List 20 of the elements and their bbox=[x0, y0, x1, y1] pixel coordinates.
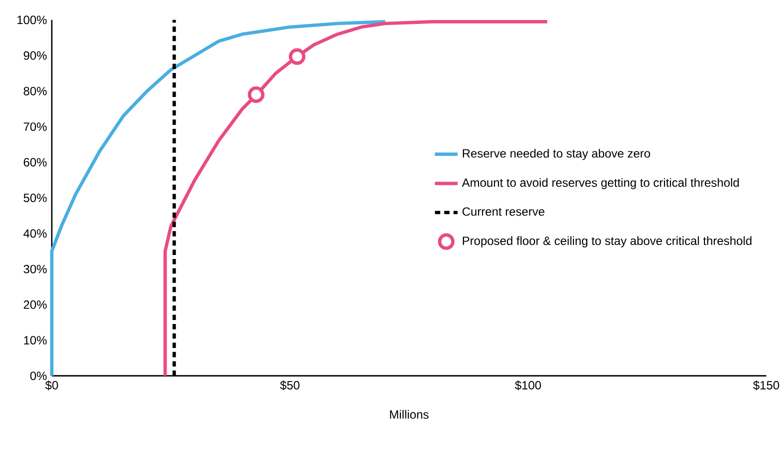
y-tick-label: 50% bbox=[24, 194, 47, 202]
x-tick-label: $0 bbox=[45, 380, 58, 390]
y-tick-label: 0% bbox=[30, 372, 47, 380]
x-axis-title: Millions bbox=[390, 410, 429, 419]
legend-label: Amount to avoid reserves getting to critical threshold bbox=[462, 178, 739, 190]
y-tick-label: 70% bbox=[24, 122, 47, 131]
y-tick-label: 10% bbox=[24, 336, 47, 345]
x-tick-label: $50 bbox=[280, 380, 300, 390]
y-tick-label: 100% bbox=[17, 16, 47, 24]
legend-label: Proposed floor & ceiling to stay above critical threshold bbox=[462, 236, 752, 248]
legend-label: Current reserve bbox=[462, 207, 544, 216]
legend-label: Reserve needed to stay above zero bbox=[462, 148, 650, 160]
x-tick-label: $100 bbox=[514, 380, 541, 390]
y-tick-label: 40% bbox=[23, 229, 47, 238]
y-tick-label: 30% bbox=[24, 264, 47, 274]
y-tick-label: 80% bbox=[24, 86, 47, 96]
y-tick-label: 90% bbox=[24, 51, 47, 60]
x-tick-label: $150 bbox=[753, 380, 780, 390]
y-tick-label: 20% bbox=[24, 300, 47, 309]
y-tick-label: 60% bbox=[24, 158, 47, 167]
